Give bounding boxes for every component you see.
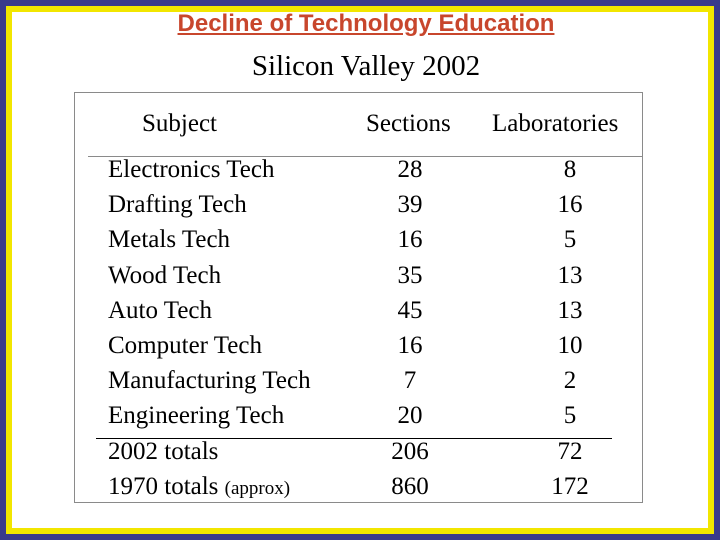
row-subject: Drafting Tech bbox=[108, 191, 247, 219]
header-divider bbox=[88, 156, 643, 157]
totals-sections: 860 bbox=[391, 472, 429, 500]
totals-sections: 206 bbox=[391, 437, 429, 465]
row-subject: Wood Tech bbox=[108, 261, 222, 289]
row-laboratories: 8 bbox=[563, 156, 577, 183]
row-subject: Engineering Tech bbox=[108, 402, 285, 430]
row-laboratories: 5 bbox=[563, 226, 577, 254]
header-laboratories: Laboratories bbox=[492, 110, 619, 137]
slide bbox=[12, 12, 708, 528]
totals-divider bbox=[96, 438, 612, 439]
row-laboratories: 10 bbox=[557, 332, 583, 359]
slide-subtitle: Silicon Valley 2002 bbox=[251, 50, 481, 82]
row-sections: 35 bbox=[397, 261, 423, 289]
totals-label: 1970 totals bbox=[108, 472, 225, 500]
totals-subject: 1970 totals (approx) bbox=[108, 473, 290, 501]
row-sections: 45 bbox=[397, 296, 423, 324]
row-laboratories: 13 bbox=[557, 261, 583, 289]
row-sections: 16 bbox=[397, 226, 423, 254]
header-sections: Sections bbox=[366, 110, 451, 137]
row-sections: 16 bbox=[397, 332, 423, 359]
slide-title: Decline of Technology Education bbox=[177, 10, 555, 37]
totals-laboratories: 72 bbox=[557, 437, 583, 465]
row-sections: 28 bbox=[397, 156, 423, 183]
row-subject: Manufacturing Tech bbox=[108, 367, 311, 395]
totals-subject: 2002 totals bbox=[108, 437, 219, 465]
table-border bbox=[74, 92, 643, 503]
row-subject: Metals Tech bbox=[108, 226, 231, 254]
row-sections: 39 bbox=[397, 191, 423, 219]
header-subject: Subject bbox=[142, 110, 217, 137]
row-subject: Electronics Tech bbox=[108, 156, 275, 183]
row-laboratories: 5 bbox=[563, 402, 577, 430]
row-sections: 20 bbox=[397, 402, 423, 430]
row-laboratories: 16 bbox=[557, 191, 583, 219]
totals-laboratories: 172 bbox=[551, 472, 589, 500]
row-sections: 7 bbox=[403, 367, 417, 395]
row-laboratories: 2 bbox=[563, 367, 577, 395]
row-subject: Computer Tech bbox=[108, 332, 263, 359]
totals-note: (approx) bbox=[224, 477, 291, 499]
row-subject: Auto Tech bbox=[108, 296, 213, 324]
row-laboratories: 13 bbox=[557, 296, 583, 324]
